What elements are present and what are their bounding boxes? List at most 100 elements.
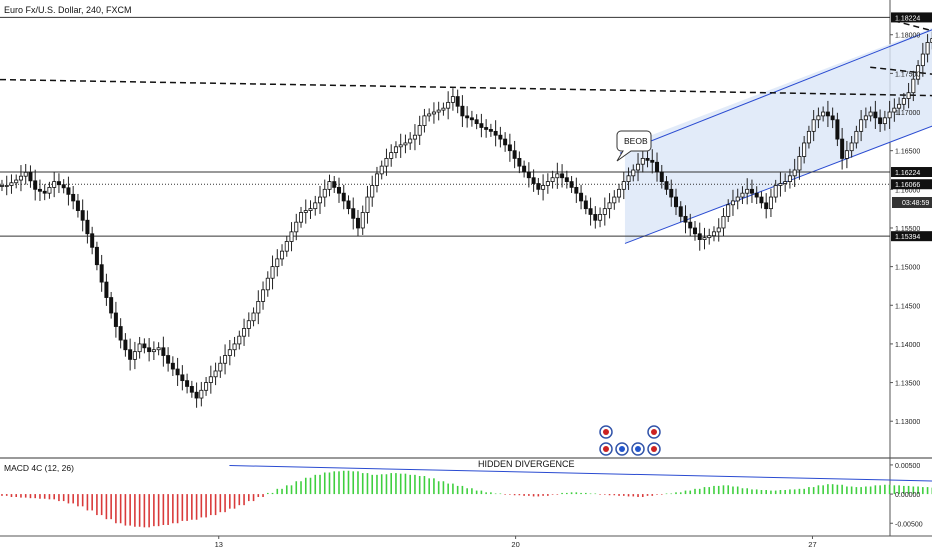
candle-up — [318, 196, 323, 204]
candle-down — [166, 355, 171, 364]
candle-down — [332, 181, 337, 188]
candle-down — [512, 150, 517, 159]
candle-down — [688, 221, 693, 229]
candle-up — [598, 214, 603, 221]
candle-up — [199, 389, 204, 399]
candle-down — [355, 217, 360, 229]
candle-down — [560, 173, 565, 179]
candle-down — [479, 123, 484, 128]
time-tick-label: 20 — [511, 540, 519, 549]
candle-up — [631, 169, 636, 177]
candle-down — [531, 177, 536, 184]
event-flag-icon[interactable] — [599, 425, 613, 439]
candle-up — [275, 258, 280, 268]
candle-down — [498, 134, 503, 140]
candle-up — [417, 125, 422, 136]
candle-down — [341, 192, 346, 202]
candle-up — [52, 181, 57, 188]
candle-down — [180, 374, 185, 382]
candle-down — [493, 130, 498, 136]
candle-up — [137, 343, 142, 353]
candle-up — [844, 150, 849, 159]
event-flag-icon[interactable] — [599, 442, 613, 456]
candle-up — [555, 173, 560, 179]
candle-up — [607, 202, 612, 210]
candle-down — [878, 117, 883, 125]
event-flag-icon[interactable] — [631, 442, 645, 456]
economic-event-icons — [599, 425, 661, 456]
candle-down — [759, 196, 764, 204]
candle-down — [835, 119, 840, 140]
candle-up — [821, 111, 826, 117]
candle-down — [42, 190, 47, 194]
horizontal-levels — [0, 16, 890, 237]
candle-up — [204, 382, 209, 391]
price-tick-label: 1.17500 — [895, 71, 920, 78]
candle-up — [384, 158, 389, 167]
candle-down — [683, 215, 688, 223]
candle-up — [441, 107, 446, 111]
candle-down — [85, 219, 90, 235]
candle-up — [284, 241, 289, 252]
candle-down — [674, 196, 679, 208]
candle-down — [469, 117, 474, 121]
candle-up — [925, 42, 930, 55]
candle-down — [351, 208, 356, 219]
candle-up — [151, 349, 156, 353]
candle-down — [113, 312, 118, 327]
candle-up — [802, 142, 807, 157]
candle-down — [830, 115, 835, 121]
macd-tick-label: 0.00000 — [895, 492, 920, 499]
candle-up — [450, 96, 455, 103]
candle-down — [669, 188, 674, 198]
candle-up — [436, 109, 441, 113]
candle-down — [488, 129, 493, 132]
candle-up — [773, 185, 778, 198]
candle-up — [280, 250, 285, 260]
candle-down — [569, 181, 574, 188]
candle-down — [147, 347, 152, 353]
candle-up — [270, 266, 275, 279]
candle-up — [735, 196, 740, 202]
candle-up — [778, 183, 783, 186]
channel-upper-line — [619, 29, 932, 154]
price-tick-label: 1.16500 — [895, 149, 920, 156]
price-badge — [891, 167, 932, 178]
channel-fill — [624, 28, 932, 244]
candle-up — [550, 177, 555, 182]
price-tick-label: 1.14500 — [895, 303, 920, 310]
event-flag-icon[interactable] — [647, 442, 661, 456]
event-flag-icon[interactable] — [647, 425, 661, 439]
time-tick-label: 13 — [215, 540, 223, 549]
candle-up — [541, 185, 546, 190]
candle-down — [526, 171, 531, 179]
candle-up — [232, 343, 237, 351]
candle-up — [911, 78, 916, 94]
time-tick-label: 27 — [808, 540, 816, 549]
candle-down — [66, 187, 71, 195]
price-badge-label: 1.16066 — [895, 182, 920, 189]
candle-up — [854, 130, 859, 144]
candle-up — [242, 328, 247, 337]
macd-label: MACD 4C (12, 26) — [4, 463, 74, 473]
candle-down — [75, 200, 80, 211]
candle-up — [132, 351, 137, 360]
candle-up — [617, 188, 622, 198]
candle-up — [403, 142, 408, 146]
candle-up — [374, 173, 379, 186]
price-tick-label: 1.14000 — [895, 342, 920, 349]
candle-up — [626, 175, 631, 182]
candle-up — [745, 188, 750, 194]
candle-up — [730, 200, 735, 206]
macd-pane: 0.00500 0.00000 -0.00500 — [1, 463, 932, 528]
price-tick-label: 1.13500 — [895, 381, 920, 388]
event-flag-icon[interactable] — [615, 442, 629, 456]
candle-down — [655, 161, 660, 173]
candle-up — [711, 231, 716, 237]
candle-down — [659, 171, 664, 182]
candle-up — [379, 165, 384, 175]
candle-down — [99, 264, 104, 283]
candle-up — [299, 212, 304, 223]
candle-up — [740, 192, 745, 198]
